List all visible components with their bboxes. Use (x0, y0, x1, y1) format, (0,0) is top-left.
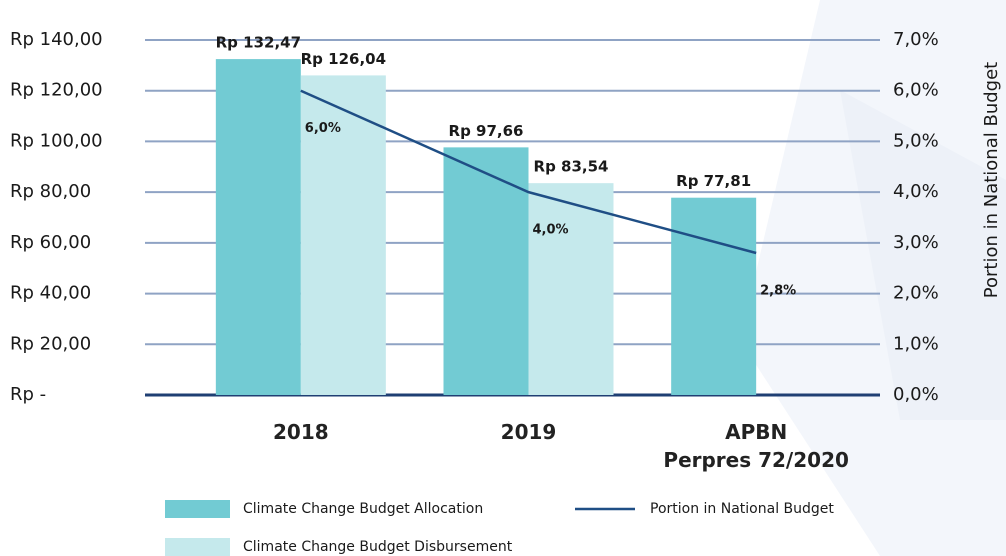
bar (300, 75, 386, 396)
y2-tick-label: 3,0% (893, 232, 939, 253)
x-tick-label: 2019 (500, 420, 557, 444)
y-tick-label: Rp 60,00 (10, 232, 91, 253)
y-tick-label: Rp - (10, 384, 46, 405)
y2-tick-label: 2,0% (893, 283, 939, 304)
line-label: 4,0% (532, 223, 568, 238)
line (300, 89, 757, 255)
bar (443, 147, 529, 395)
line-label: 6,0% (305, 121, 341, 136)
y-tick-label: Rp 40,00 (10, 283, 91, 304)
bar (528, 183, 614, 395)
legend-swatch (165, 538, 230, 556)
x-tick-label: 2018 (272, 420, 329, 444)
line-label: 2,8% (760, 284, 796, 299)
y2-tick-label: 0,0% (893, 384, 939, 405)
background-shape (840, 90, 1006, 420)
data-label: Rp 83,54 (534, 158, 609, 176)
data-label: Rp 132,47 (216, 34, 301, 52)
y2-tick-label: 7,0% (893, 29, 939, 50)
bar (671, 197, 757, 395)
y2-tick-label: 5,0% (893, 130, 939, 151)
legend-label: Portion in National Budget (650, 501, 834, 517)
bar (215, 59, 301, 395)
y2-axis-label: Portion in National Budget (981, 62, 1002, 298)
y-tick-label: Rp 80,00 (10, 181, 91, 202)
y-tick-label: Rp 140,00 (10, 29, 103, 50)
legend-label: Climate Change Budget Disbursement (243, 539, 513, 555)
legend-swatch (165, 500, 230, 518)
x-tick-label: APBN Perpres 72/2020 (663, 420, 849, 472)
y2-tick-label: 4,0% (893, 181, 939, 202)
y-tick-label: Rp 120,00 (10, 80, 103, 101)
data-label: Rp 126,04 (301, 50, 386, 68)
legend-label: Climate Change Budget Allocation (243, 501, 483, 517)
y2-tick-label: 6,0% (893, 80, 939, 101)
y2-tick-label: 1,0% (893, 333, 939, 354)
y-tick-label: Rp 20,00 (10, 333, 91, 354)
y-tick-label: Rp 100,00 (10, 130, 103, 151)
data-label: Rp 77,81 (676, 172, 751, 190)
data-label: Rp 97,66 (449, 122, 524, 140)
